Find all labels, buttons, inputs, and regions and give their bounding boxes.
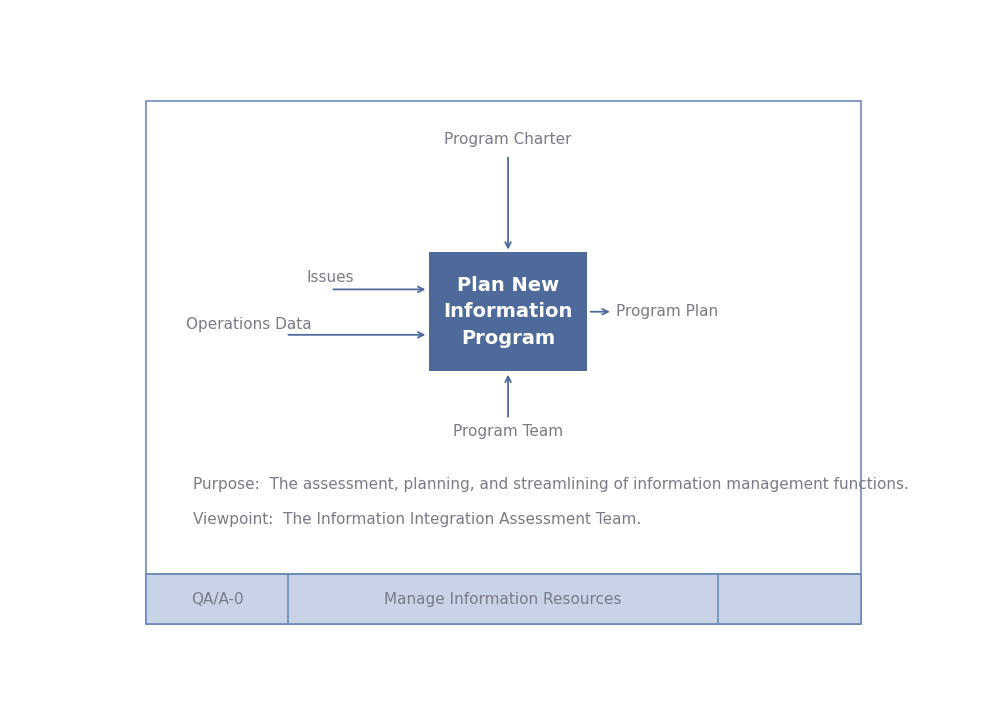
Text: Program Plan: Program Plan: [615, 304, 718, 319]
Text: Viewpoint:  The Information Integration Assessment Team.: Viewpoint: The Information Integration A…: [193, 512, 641, 527]
Bar: [429, 252, 588, 371]
Text: Issues: Issues: [306, 270, 354, 285]
Text: Manage Information Resources: Manage Information Resources: [384, 592, 622, 607]
Text: QA/A-0: QA/A-0: [191, 592, 244, 607]
Bar: [146, 574, 861, 624]
Text: Plan New
Information
Program: Plan New Information Program: [443, 276, 573, 348]
Text: Operations Data: Operations Data: [187, 316, 312, 332]
Text: Purpose:  The assessment, planning, and streamlining of information management f: Purpose: The assessment, planning, and s…: [193, 476, 908, 492]
Text: Program Team: Program Team: [453, 424, 563, 439]
Text: Program Charter: Program Charter: [444, 132, 572, 147]
